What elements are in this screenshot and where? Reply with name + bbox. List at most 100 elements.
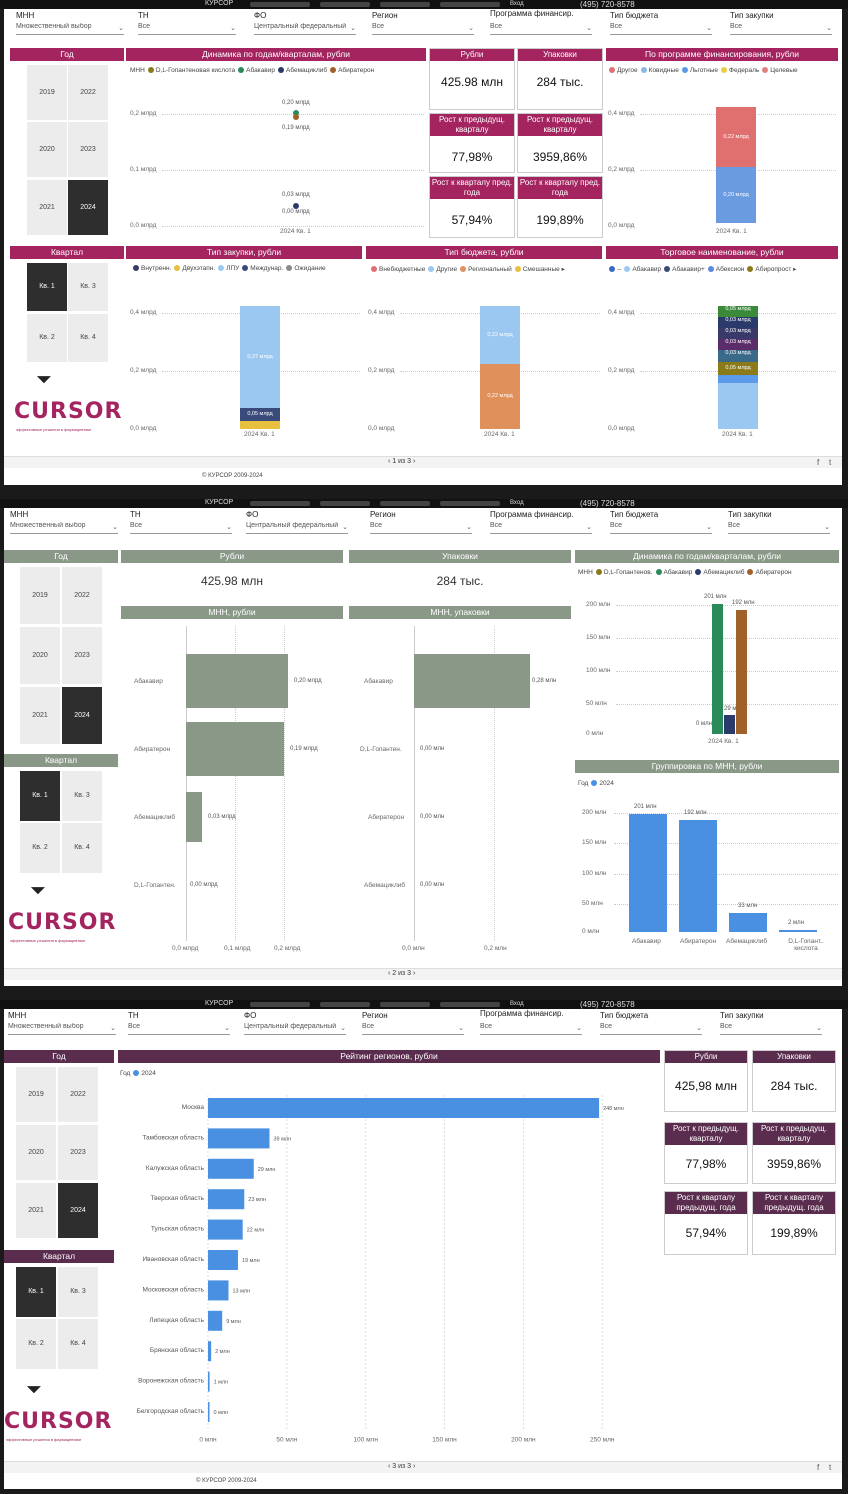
facebook-icon[interactable]: f [817,458,820,467]
facebook-icon[interactable]: f [817,1463,820,1472]
purchase-title: Тип закупки, рубли [126,246,362,259]
dyn-bar [724,715,735,734]
site-topbar: КУРСОР Вход (495) 720-8578 [0,0,848,9]
filter-fo[interactable]: ФО Центральный федеральный ⌄ [244,1011,348,1035]
filter-program[interactable]: Программа финансир. Все ⌄ [490,9,594,35]
category-label: Москва [182,1104,205,1111]
quarter-tile[interactable]: Кв. 2 [27,314,67,362]
filter-purchase[interactable]: Тип закупки Все ⌄ [728,510,832,534]
filter-program[interactable]: Программа финансир. Все ⌄ [490,510,594,534]
x-tick-label: 100 млн [353,1436,378,1443]
category-label: Калужская область [146,1164,205,1172]
trade-legend: -- Абакавир Абакавир+ Абексион Абиропрост ▸ [606,265,796,273]
clear-filter-icon[interactable]: ⏷ [36,369,52,391]
category-label: Тверская область [150,1194,204,1202]
filter-fo[interactable]: ФО Центральный федеральный ⌄ [246,510,350,534]
clear-filter-icon[interactable]: ⏷ [30,880,46,902]
year-panel-title: Год [10,48,124,61]
region-bar [208,1371,210,1392]
year-tile[interactable]: 2019 [20,567,60,624]
filter-region[interactable]: Регион Все ⌄ [370,510,474,534]
site-brand: КУРСОР [205,0,234,7]
year-tile[interactable]: 2023 [68,122,108,177]
kpi-growth-y-pack: Рост к кварталу пред. года 199,89% [517,176,603,238]
year-tile[interactable]: 2021 [27,180,67,235]
region-bar [208,1098,600,1118]
region-bar [208,1189,245,1210]
chevron-down-icon: ⌄ [118,25,124,32]
filter-tn[interactable]: ТН Все ⌄ [138,11,238,35]
bar-value-label: 19 млн [242,1258,260,1264]
year-tile-selected[interactable]: 2024 [62,687,102,744]
bar-value-label: 9 млн [226,1319,241,1325]
chevron-down-icon: ⌄ [586,25,592,32]
filter-purchase[interactable]: Тип закупки Все ⌄ [730,11,834,35]
category-label: Тульская область [151,1225,205,1233]
bar-value-label: 248 млн [603,1106,624,1112]
quarter-tile-selected[interactable]: Кв. 1 [27,263,67,311]
x-tick-label: 0 млн [199,1436,217,1443]
kpi-growth-y-pack: Рост к кварталу предыдущ. года 199,89% [752,1191,836,1255]
year-tile[interactable]: 2022 [68,65,108,120]
year-tile[interactable]: 2019 [27,65,67,120]
filter-mnn[interactable]: МНН Множественный выбор ⌄ [8,1011,118,1035]
kpi-growth-q-rub: Рост к предыдущ. кварталу 77,98% [664,1122,748,1184]
kpi-growth-q-rub: Рост к предыдущ. кварталу 77,98% [429,113,515,173]
chevron-down-icon: ⌄ [706,25,712,32]
category-label: Московская область [142,1285,204,1293]
filter-budget[interactable]: Тип бюджета Все ⌄ [610,510,714,534]
filter-mnn[interactable]: МНН Множественный выбор ⌄ [10,510,120,534]
mnn-rub-bar [186,654,288,708]
filter-region[interactable]: Регион Все ⌄ [372,11,476,35]
x-tick-label: 150 млн [432,1436,457,1443]
chevron-down-icon: ⌄ [826,25,832,32]
year-tile[interactable]: 2020 [27,122,67,177]
filter-budget[interactable]: Тип бюджета Все ⌄ [600,1011,704,1035]
dyn-bar [736,610,747,734]
year-tile[interactable]: 2023 [62,627,102,684]
year-tile[interactable]: 2022 [62,567,102,624]
mnn-rub-bar [186,792,202,842]
filter-region[interactable]: Регион Все ⌄ [362,1011,466,1035]
category-label: Липецкая область [149,1316,204,1324]
filter-tn[interactable]: ТН Все ⌄ [128,1011,232,1035]
quarter-tile[interactable]: Кв. 3 [68,263,108,311]
year-tile-selected[interactable]: 2024 [68,180,108,235]
point-abiraterone [293,114,299,120]
category-label: Брянская область [150,1346,205,1354]
kpi-rub: Рубли 425.98 млн [429,48,515,110]
mnn-pack-title: МНН, упаковки [349,606,571,619]
dynamics-legend: МНН D,L-Гопантеновая кислота Абакавир Абема… [130,67,375,74]
quarter-tile[interactable]: Кв. 4 [68,314,108,362]
pager[interactable]: ‹ 1 из 3 › [388,458,416,465]
chevron-down-icon: ⌄ [468,25,474,32]
filter-tn[interactable]: ТН Все ⌄ [130,510,234,534]
region-rating-title: Рейтинг регионов, рубли [118,1050,660,1063]
clear-filter-icon[interactable]: ⏷ [26,1379,42,1401]
dyn-bar [712,604,723,734]
filter-purchase[interactable]: Тип закупки Все ⌄ [720,1011,824,1035]
grp-bar [779,930,817,932]
kpi-pack: Упаковки 284 тыс. [752,1050,836,1112]
filter-program[interactable]: Программа финансир. Все ⌄ [480,1009,584,1035]
year-tile[interactable]: 2020 [20,627,60,684]
grp-bar [629,814,667,932]
report-page-3: МНН Множественный выбор ⌄ ТН Все ⌄ ФО Централ… [4,1009,842,1489]
bar-value-label: 23 млн [248,1197,266,1203]
login-link[interactable]: Вход [510,1,524,7]
twitter-icon[interactable]: t [829,1463,832,1472]
filter-budget[interactable]: Тип бюджета Все ⌄ [610,11,714,35]
region-rating-chart: 0 млн 50 млн 100 млн 150 млн 200 млн 250 млн М… [137,1095,624,1443]
kpi-pack: Упаковки 284 тыс. [517,48,603,110]
twitter-icon[interactable]: t [829,458,832,467]
x-tick-label: 250 млн [590,1436,615,1443]
filter-fo[interactable]: ФО Центральный федеральный ⌄ [254,11,358,35]
prog-seg: 0,22 млрд [716,107,756,167]
filter-mnn[interactable]: МНН Множественный выбор ⌄ [16,11,126,35]
copyright: © КУРСОР 2009-2024 [202,473,263,479]
pager[interactable]: ‹ 3 из 3 › [388,1463,416,1470]
pager[interactable]: ‹ 2 из 3 › [388,970,416,977]
chevron-down-icon: ⌄ [350,25,356,32]
category-label: Ивановская область [143,1255,205,1263]
year-tile[interactable]: 2021 [20,687,60,744]
